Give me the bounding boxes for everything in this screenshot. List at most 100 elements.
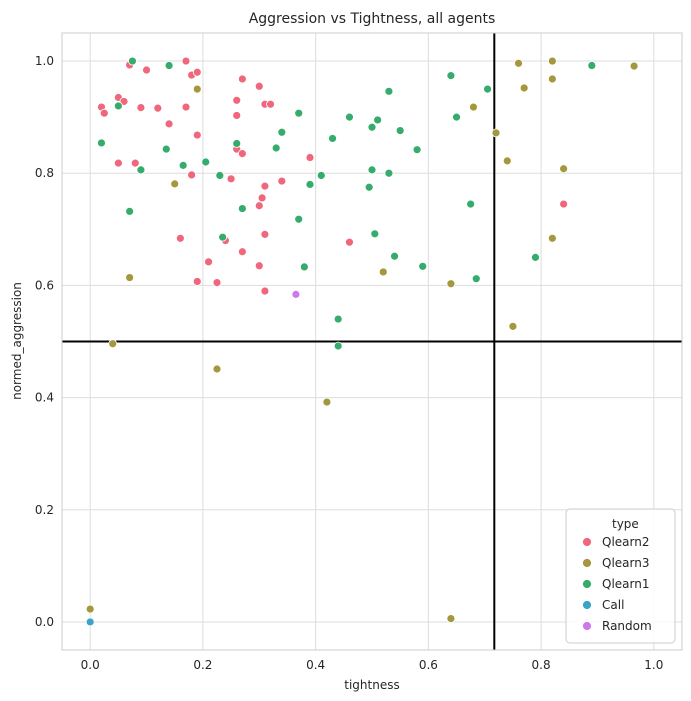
tick-labels: 0.0 0.2 0.4 0.6 0.8 1.0 0.0 0.2 0.4 0.6 0.8 1.0 bbox=[35, 54, 663, 672]
point-qlearn1 bbox=[390, 251, 399, 261]
point-qlearn2 bbox=[226, 174, 236, 184]
x-tick-label: 0.8 bbox=[532, 658, 551, 672]
point-qlearn2 bbox=[113, 158, 123, 168]
point-qlearn1 bbox=[531, 252, 540, 262]
legend-title: type bbox=[612, 517, 639, 531]
point-qlearn2 bbox=[181, 56, 191, 66]
chart-title: Aggression vs Tightness, all agents bbox=[249, 11, 496, 27]
point-qlearn1 bbox=[364, 182, 374, 192]
point-qlearn3 bbox=[125, 273, 135, 282]
point-qlearn3 bbox=[212, 364, 222, 374]
point-qlearn2 bbox=[99, 108, 109, 118]
point-qlearn2 bbox=[260, 286, 270, 296]
point-qlearn1 bbox=[452, 112, 461, 122]
x-axis-title: tightness bbox=[344, 678, 399, 692]
point-qlearn2 bbox=[130, 158, 140, 168]
point-qlearn3 bbox=[322, 397, 332, 407]
point-qlearn3 bbox=[559, 164, 569, 174]
point-qlearn2 bbox=[212, 278, 222, 288]
data-points bbox=[85, 56, 639, 627]
point-qlearn1 bbox=[483, 84, 492, 94]
point-qlearn2 bbox=[559, 199, 569, 209]
x-tick-label: 0.4 bbox=[306, 658, 325, 672]
point-qlearn2 bbox=[305, 153, 315, 162]
point-qlearn1 bbox=[128, 56, 137, 66]
point-qlearn3 bbox=[446, 614, 456, 623]
point-qlearn3 bbox=[502, 156, 512, 166]
point-qlearn1 bbox=[384, 168, 394, 178]
point-qlearn2 bbox=[277, 176, 287, 186]
point-qlearn3 bbox=[508, 321, 518, 331]
point-qlearn1 bbox=[271, 143, 281, 153]
x-tick-label: 1.0 bbox=[644, 658, 663, 672]
point-qlearn3 bbox=[85, 604, 95, 614]
point-call bbox=[85, 617, 95, 627]
point-qlearn1 bbox=[471, 274, 481, 284]
point-qlearn1 bbox=[373, 115, 383, 125]
point-qlearn1 bbox=[367, 165, 377, 175]
point-qlearn2 bbox=[204, 257, 213, 267]
point-qlearn1 bbox=[305, 180, 315, 189]
point-qlearn2 bbox=[260, 181, 270, 191]
point-qlearn2 bbox=[142, 65, 151, 75]
point-qlearn2 bbox=[153, 103, 163, 113]
point-qlearn2 bbox=[181, 102, 191, 112]
point-qlearn2 bbox=[192, 130, 202, 140]
y-tick-label: 0.8 bbox=[35, 166, 54, 180]
legend-marker-qlearn3 bbox=[582, 558, 592, 568]
point-qlearn3 bbox=[446, 279, 456, 289]
point-qlearn3 bbox=[170, 179, 180, 189]
point-qlearn1 bbox=[294, 214, 304, 224]
point-qlearn2 bbox=[345, 237, 354, 247]
point-qlearn1 bbox=[370, 229, 380, 239]
point-qlearn1 bbox=[412, 145, 422, 155]
legend-label-qlearn3: Qlearn3 bbox=[602, 556, 649, 570]
point-qlearn3 bbox=[378, 267, 388, 277]
point-qlearn2 bbox=[254, 201, 264, 211]
point-qlearn2 bbox=[232, 111, 242, 120]
legend-label-qlearn1: Qlearn1 bbox=[602, 577, 649, 591]
point-qlearn1 bbox=[201, 157, 211, 167]
point-qlearn1 bbox=[215, 171, 225, 180]
point-random bbox=[291, 289, 301, 299]
legend-marker-call bbox=[582, 600, 592, 610]
point-qlearn1 bbox=[446, 71, 456, 81]
point-qlearn1 bbox=[345, 112, 354, 122]
legend-frame bbox=[565, 508, 676, 644]
legend-label-qlearn2: Qlearn2 bbox=[602, 535, 649, 549]
point-qlearn2 bbox=[257, 193, 267, 203]
point-qlearn1 bbox=[333, 341, 343, 351]
point-qlearn1 bbox=[587, 61, 597, 70]
point-qlearn3 bbox=[547, 56, 557, 66]
point-qlearn1 bbox=[97, 138, 106, 148]
point-qlearn2 bbox=[192, 67, 202, 77]
point-qlearn1 bbox=[367, 122, 377, 132]
y-axis-title: normed_aggression bbox=[10, 282, 24, 400]
legend-marker-qlearn1 bbox=[582, 579, 592, 589]
x-tick-label: 0.0 bbox=[81, 658, 100, 672]
y-tick-label: 0.6 bbox=[35, 278, 54, 292]
legend-marker-qlearn2 bbox=[582, 537, 592, 547]
point-qlearn2 bbox=[192, 277, 202, 286]
point-qlearn1 bbox=[384, 86, 394, 96]
plot-frame bbox=[61, 32, 683, 651]
point-qlearn1 bbox=[237, 204, 247, 213]
y-tick-label: 1.0 bbox=[35, 54, 54, 68]
x-tick-label: 0.6 bbox=[419, 658, 438, 672]
point-qlearn1 bbox=[294, 108, 304, 118]
point-qlearn2 bbox=[266, 99, 275, 109]
point-qlearn2 bbox=[232, 95, 242, 105]
point-qlearn3 bbox=[629, 61, 639, 71]
legend-label-call: Call bbox=[602, 598, 624, 612]
point-qlearn2 bbox=[136, 103, 146, 113]
point-qlearn1 bbox=[218, 232, 228, 242]
point-qlearn1 bbox=[164, 61, 174, 70]
point-qlearn1 bbox=[333, 314, 343, 324]
point-qlearn3 bbox=[514, 58, 523, 68]
point-qlearn2 bbox=[187, 170, 197, 180]
point-qlearn1 bbox=[466, 199, 476, 209]
point-qlearn2 bbox=[237, 149, 247, 158]
point-qlearn3 bbox=[547, 74, 557, 84]
point-qlearn3 bbox=[519, 83, 529, 93]
